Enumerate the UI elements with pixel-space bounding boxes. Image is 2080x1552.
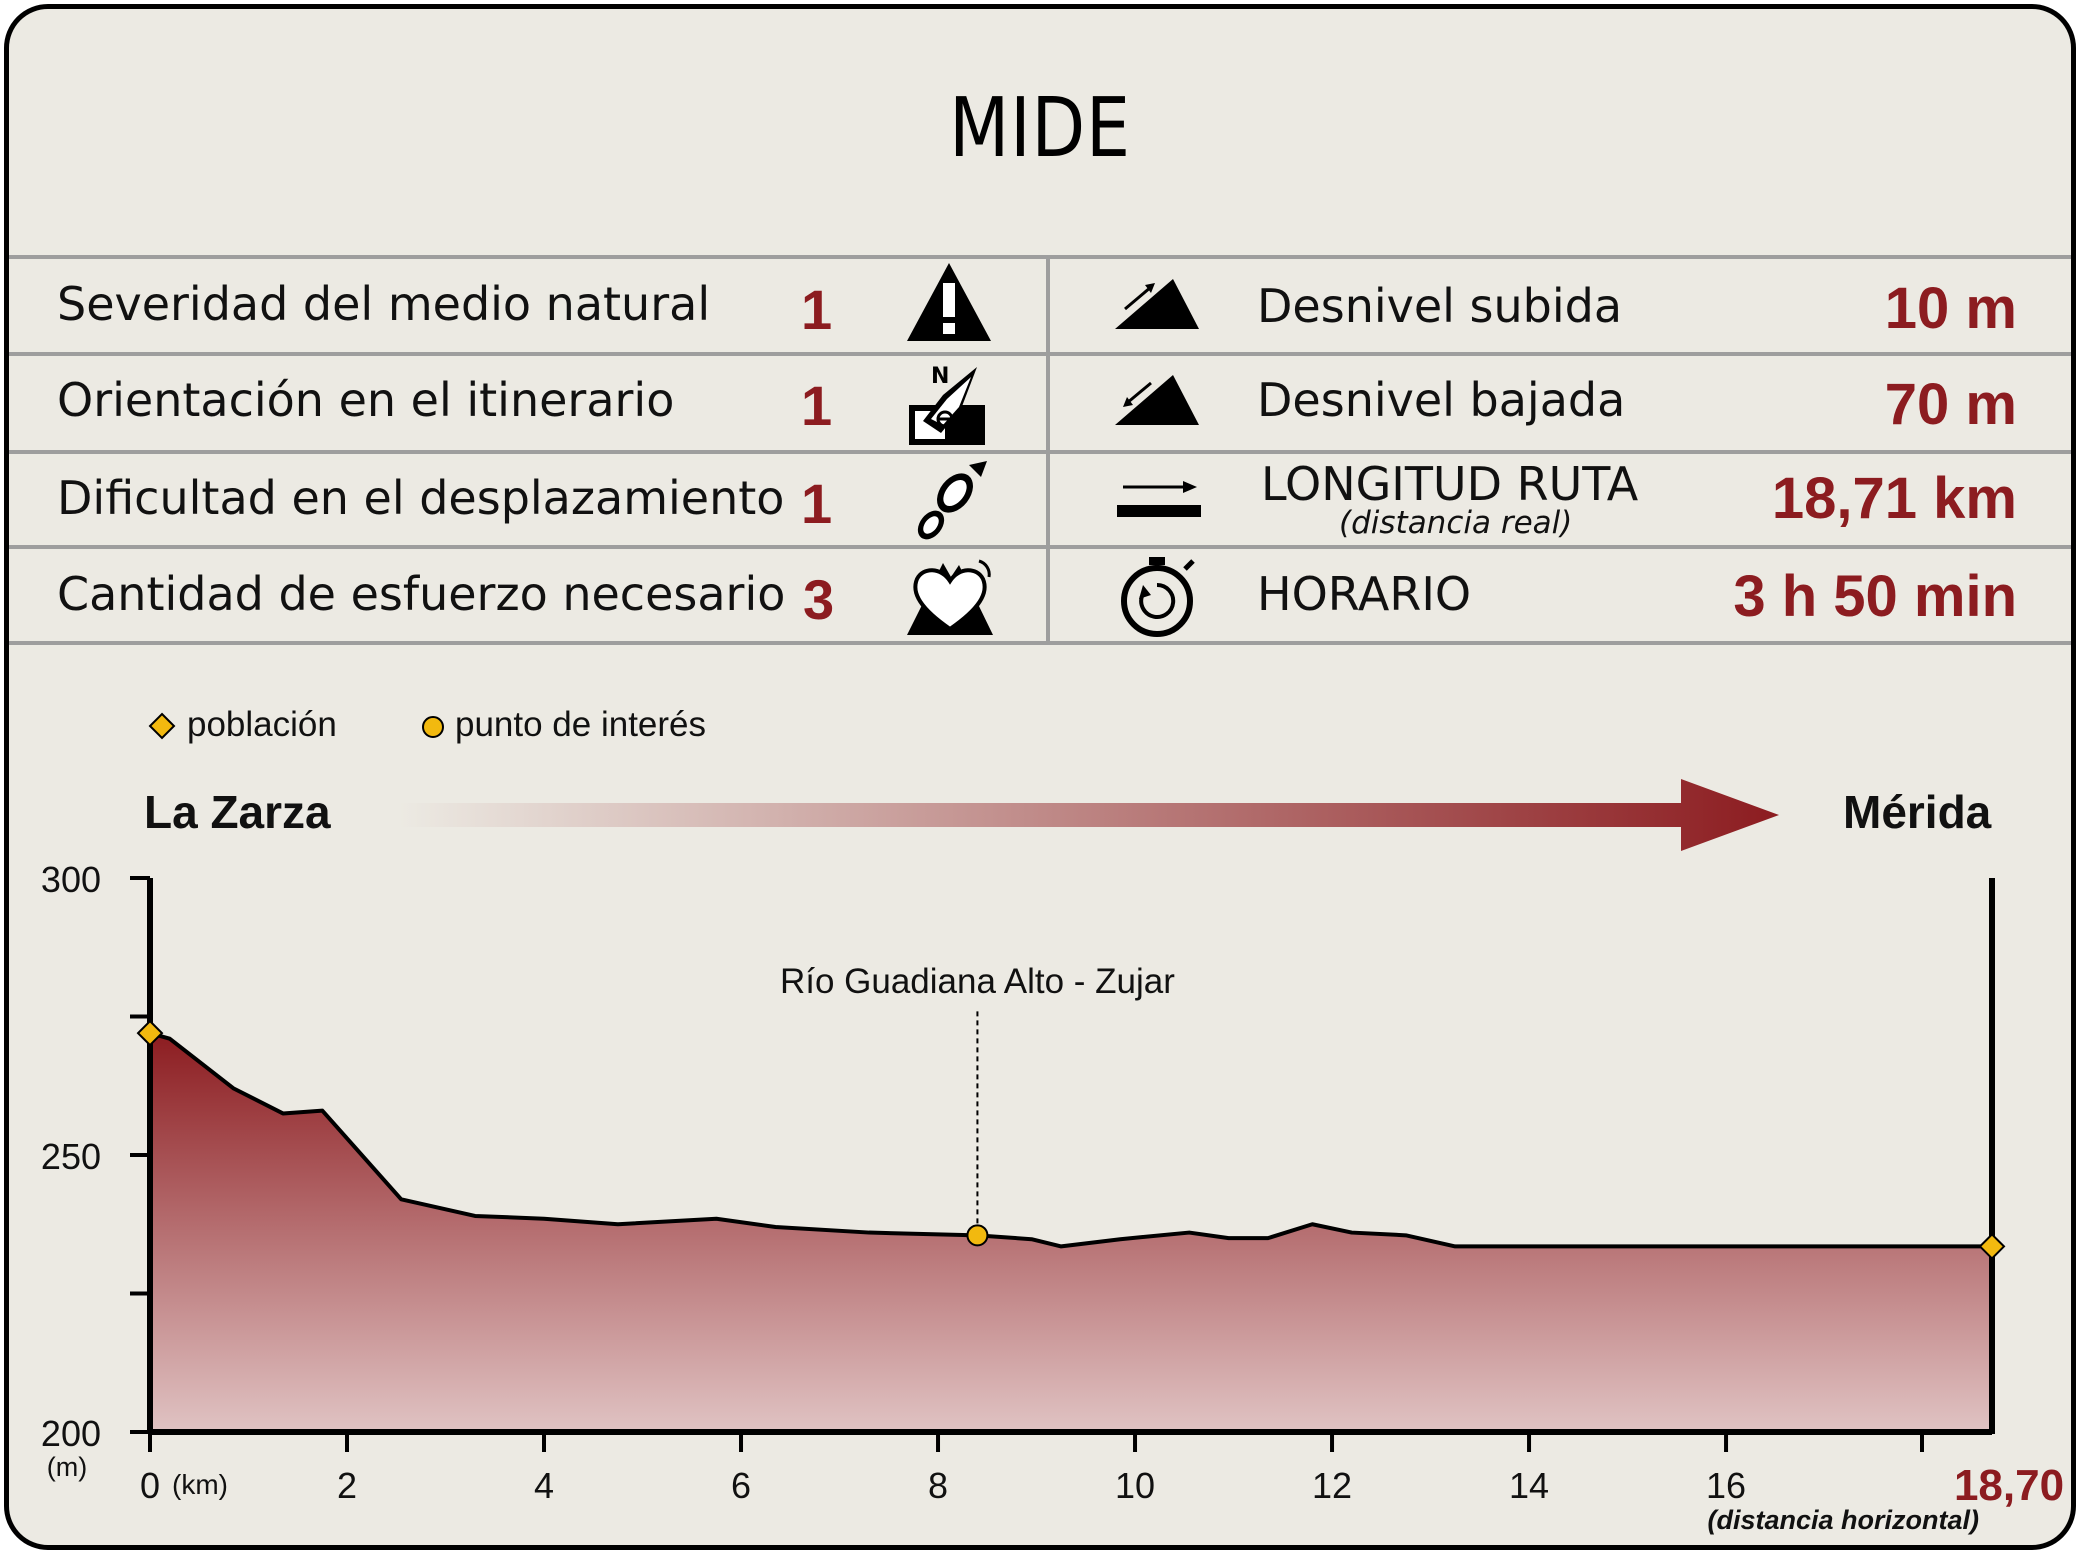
- row-label-severidad: Severidad del medio natural: [57, 277, 711, 331]
- stat-value-longitud: 18,71 km: [1771, 466, 2017, 531]
- row-divider: [9, 352, 2071, 356]
- ascent-icon: [1115, 279, 1199, 329]
- row-value-severidad: 1: [801, 278, 833, 341]
- stat-value-horario: 3 h 50 min: [1733, 564, 2017, 629]
- stopwatch-icon: [1121, 557, 1195, 637]
- town-marker-icon: [148, 712, 176, 740]
- elevation-chart: 200 250 300 (m) 0 2 4 6 8 10 12 14 16 (km) 18,70(dista…: [41, 859, 2064, 1535]
- mide-card: MIDE Severidad del medio natural 1 Orien…: [4, 4, 2076, 1550]
- page-title: MIDE: [949, 81, 1131, 176]
- stat-label-bajada: Desnivel bajada: [1257, 373, 1626, 427]
- x-tick-label: 6: [731, 1465, 751, 1506]
- legend-town-label: población: [187, 705, 337, 744]
- row-label-esfuerzo: Cantidad de esfuerzo necesario: [57, 567, 786, 621]
- stat-value-bajada: 70 m: [1884, 372, 2017, 437]
- poi-marker-icon: [422, 716, 444, 738]
- poi-marker: [966, 1224, 989, 1247]
- warning-mountain-icon: [907, 263, 991, 341]
- poi-label: Río Guadiana Alto - Zujar: [780, 962, 1175, 1001]
- column-divider: [1046, 259, 1050, 641]
- footprint-icon: [917, 461, 987, 540]
- heart-mountain-icon: [907, 559, 993, 635]
- svg-text:N: N: [931, 364, 949, 389]
- y-tick-label: 200: [41, 1413, 101, 1454]
- length-icon: [1117, 481, 1201, 517]
- descent-icon: [1115, 375, 1199, 425]
- x-tick-label: 2: [337, 1465, 357, 1506]
- town-marker: [136, 1019, 164, 1047]
- stat-label-horario: HORARIO: [1257, 567, 1472, 621]
- y-axis-unit: (m): [47, 1452, 87, 1482]
- row-label-orientacion: Orientación en el itinerario: [57, 373, 675, 427]
- stat-label-longitud: LONGITUD RUTA: [1261, 457, 1639, 511]
- row-divider: [9, 450, 2071, 454]
- row-value-dificultad: 1: [801, 472, 833, 535]
- row-value-orientacion: 1: [801, 374, 833, 437]
- x-end-sublabel: (distancia horizontal): [1707, 1505, 1979, 1535]
- elevation-area: [150, 1033, 1992, 1432]
- route-end-label: Mérida: [1843, 786, 1992, 838]
- table-bottom-divider: [9, 641, 2071, 645]
- y-tick-label: 300: [41, 859, 101, 900]
- stat-value-subida: 10 m: [1884, 276, 2017, 341]
- row-label-dificultad: Dificultad en el desplazamiento: [57, 471, 785, 525]
- x-tick-label: 16: [1706, 1465, 1746, 1506]
- compass-map-icon: N: [909, 364, 985, 445]
- row-divider: [9, 545, 2071, 549]
- stat-sublabel-longitud: (distancia real): [1339, 505, 1573, 541]
- town-marker: [1978, 1232, 2006, 1260]
- x-axis-unit: (km): [172, 1469, 228, 1500]
- x-tick-label: 10: [1115, 1465, 1155, 1506]
- row-value-esfuerzo: 3: [803, 568, 835, 631]
- y-tick-label: 250: [41, 1136, 101, 1177]
- x-tick-label: 8: [928, 1465, 948, 1506]
- x-tick-label: 14: [1509, 1465, 1549, 1506]
- stat-label-subida: Desnivel subida: [1257, 279, 1623, 333]
- x-tick-label: 0: [140, 1465, 160, 1506]
- table-top-divider: [9, 255, 2071, 259]
- x-end-label: 18,70: [1954, 1461, 2064, 1510]
- route-start-label: La Zarza: [144, 786, 331, 838]
- x-tick-label: 12: [1312, 1465, 1352, 1506]
- x-tick-label: 4: [534, 1465, 554, 1506]
- legend-poi-label: punto de interés: [455, 705, 707, 744]
- direction-arrow: [399, 779, 1779, 851]
